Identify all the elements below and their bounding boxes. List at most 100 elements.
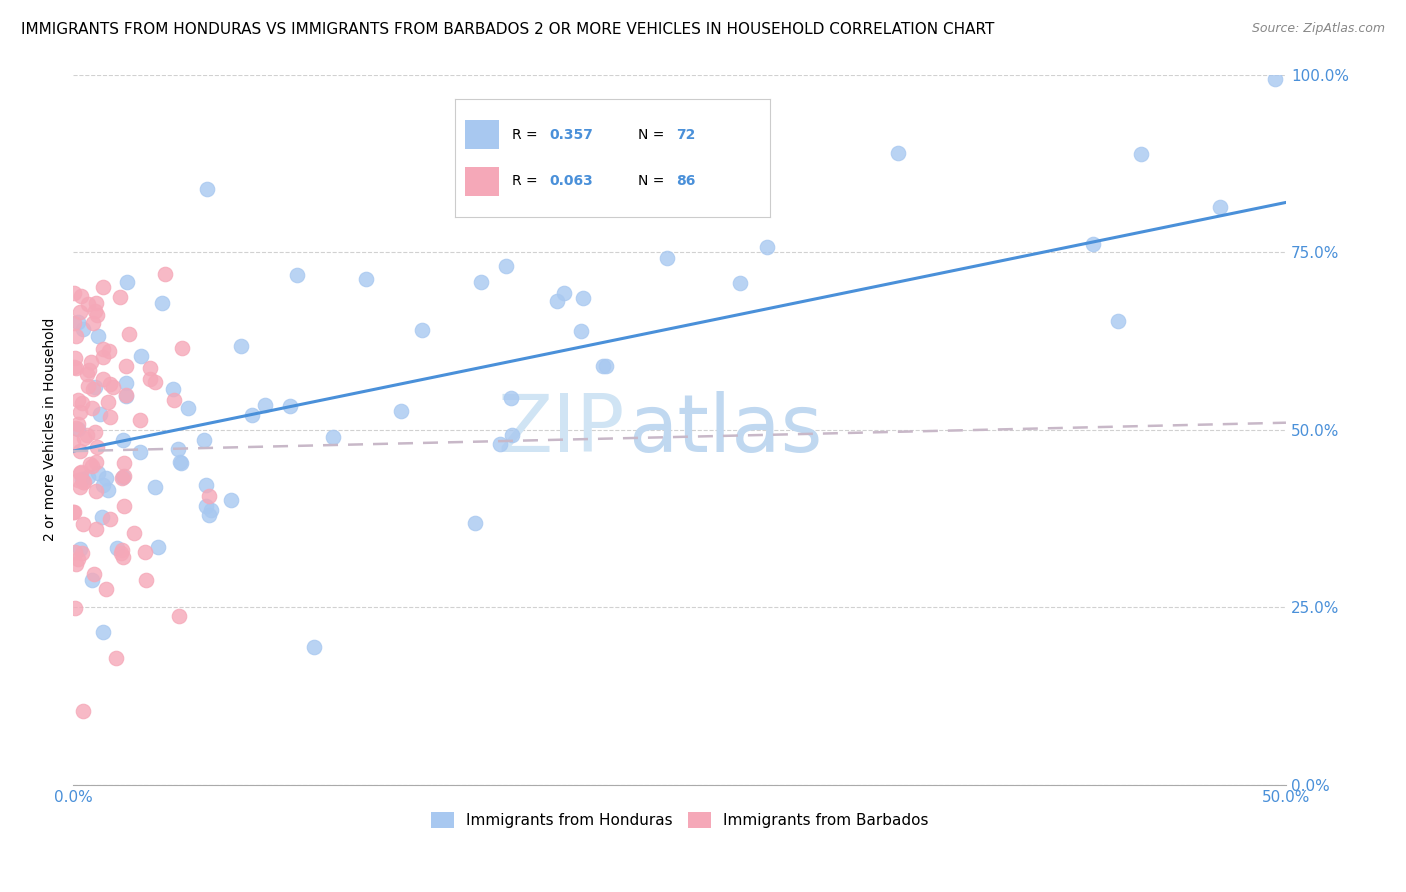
- Point: [77, 469, 100, 483]
- Point: [664, 194, 686, 208]
- Point: [112, 469, 135, 483]
- Point: [135, 574, 157, 588]
- Point: [72, 322, 94, 336]
- Point: [67, 315, 90, 329]
- Point: [72, 704, 94, 718]
- Point: [63, 316, 86, 330]
- Point: [553, 286, 575, 301]
- Point: [172, 342, 194, 356]
- Point: [114, 359, 136, 374]
- Point: [194, 499, 217, 513]
- Point: [67, 552, 90, 566]
- Point: [111, 542, 134, 557]
- Point: [1081, 236, 1104, 251]
- Point: [70, 546, 93, 560]
- Point: [76, 367, 98, 381]
- Point: [86, 441, 108, 455]
- Point: [65, 545, 87, 559]
- Point: [76, 378, 98, 392]
- Point: [112, 434, 135, 448]
- Point: [66, 422, 89, 436]
- Point: [145, 480, 167, 494]
- Point: [80, 574, 103, 588]
- Point: [115, 387, 138, 401]
- Point: [94, 471, 117, 485]
- Point: [886, 146, 908, 161]
- Point: [464, 516, 486, 531]
- Point: [128, 445, 150, 459]
- Point: [62, 505, 84, 519]
- Point: [83, 303, 105, 318]
- Point: [84, 483, 107, 498]
- Point: [80, 354, 103, 368]
- Point: [489, 436, 512, 450]
- Point: [98, 376, 121, 391]
- Point: [79, 457, 101, 471]
- Point: [69, 405, 91, 419]
- Point: [302, 640, 325, 654]
- Point: [65, 557, 87, 571]
- Point: [70, 396, 93, 410]
- Point: [110, 546, 132, 560]
- Point: [1264, 71, 1286, 86]
- Point: [240, 408, 263, 422]
- Text: atlas: atlas: [628, 391, 823, 469]
- Point: [572, 291, 595, 305]
- Point: [69, 467, 91, 481]
- Point: [98, 512, 121, 526]
- Point: [755, 240, 778, 254]
- Point: [86, 308, 108, 322]
- Point: [169, 608, 191, 623]
- Point: [77, 297, 100, 311]
- Point: [69, 305, 91, 319]
- Point: [69, 541, 91, 556]
- Point: [91, 343, 114, 357]
- Point: [91, 478, 114, 492]
- Point: [571, 324, 593, 338]
- Point: [167, 442, 190, 456]
- Point: [122, 526, 145, 541]
- Point: [546, 293, 568, 308]
- Point: [77, 363, 100, 377]
- Point: [76, 428, 98, 442]
- Point: [91, 624, 114, 639]
- Point: [198, 508, 221, 522]
- Point: [96, 394, 118, 409]
- Point: [63, 600, 86, 615]
- Point: [82, 382, 104, 396]
- Point: [177, 401, 200, 415]
- Point: [66, 474, 89, 488]
- Point: [128, 413, 150, 427]
- Point: [131, 350, 153, 364]
- Point: [134, 544, 156, 558]
- Point: [728, 276, 751, 290]
- Point: [72, 516, 94, 531]
- Point: [657, 251, 679, 265]
- Point: [101, 379, 124, 393]
- Legend: Immigrants from Honduras, Immigrants from Barbados: Immigrants from Honduras, Immigrants fro…: [425, 806, 935, 834]
- Point: [63, 505, 86, 519]
- Point: [139, 360, 162, 375]
- Y-axis label: 2 or more Vehicles in Household: 2 or more Vehicles in Household: [44, 318, 58, 541]
- Point: [253, 398, 276, 412]
- Point: [592, 359, 614, 373]
- Point: [73, 475, 96, 489]
- Point: [72, 431, 94, 445]
- Point: [278, 399, 301, 413]
- Point: [84, 379, 107, 393]
- Point: [162, 382, 184, 396]
- Point: [69, 443, 91, 458]
- Point: [229, 339, 252, 353]
- Point: [115, 389, 138, 403]
- Point: [91, 280, 114, 294]
- Point: [595, 359, 617, 373]
- Point: [70, 289, 93, 303]
- Point: [62, 434, 84, 449]
- Point: [91, 509, 114, 524]
- Point: [495, 259, 517, 273]
- Text: Source: ZipAtlas.com: Source: ZipAtlas.com: [1251, 22, 1385, 36]
- Point: [67, 392, 90, 407]
- Point: [112, 468, 135, 483]
- Point: [87, 466, 110, 480]
- Point: [112, 549, 135, 564]
